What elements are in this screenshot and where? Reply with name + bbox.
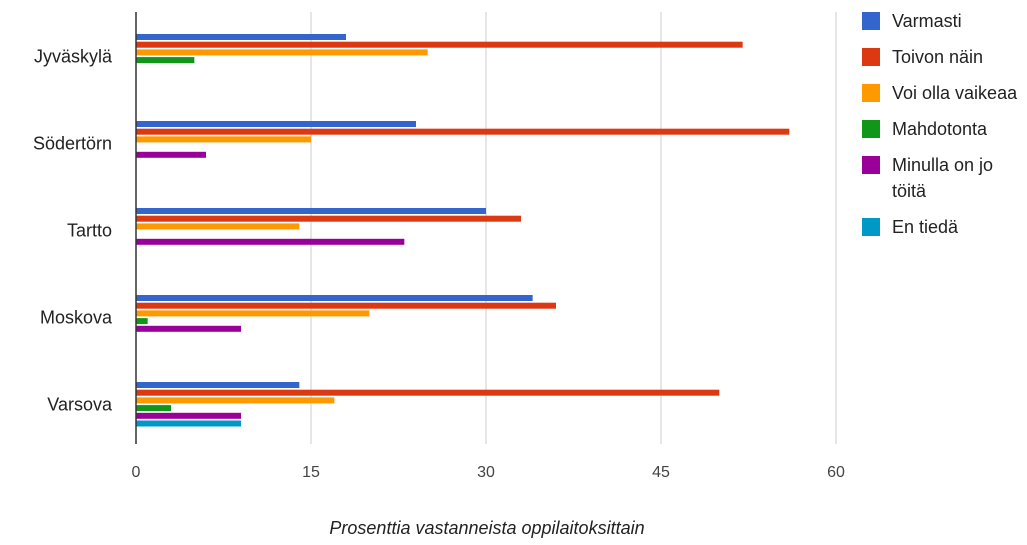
legend-swatch [862, 156, 880, 174]
legend-item: En tiedä [860, 214, 1025, 240]
bars [136, 34, 790, 427]
y-tick-label: Södertörn [33, 133, 112, 153]
y-tick-label: Tartto [67, 220, 112, 240]
bar [136, 128, 790, 135]
legend-label: Varmasti [892, 11, 962, 31]
bar [136, 420, 241, 427]
legend-label: En tiedä [892, 217, 959, 237]
legend-label: Voi olla vaikeaa [892, 83, 1018, 103]
legend-swatch [862, 120, 880, 138]
legend-label: Minulla on jo töitä [892, 155, 994, 201]
legend-swatch [862, 48, 880, 66]
y-tick-label: Varsova [47, 394, 113, 414]
bar [136, 49, 428, 56]
legend-item: Toivon näin [860, 44, 1025, 70]
gridlines [310, 12, 837, 444]
bar [136, 34, 346, 40]
y-tick-label: Moskova [40, 307, 113, 327]
legend: Varmasti Toivon näin Voi olla vaikeaa Mahdo… [860, 8, 1025, 250]
legend-item: Varmasti [860, 8, 1025, 34]
bar [136, 295, 533, 301]
x-tick-label: 45 [652, 464, 670, 481]
legend-swatch [862, 12, 880, 30]
legend-swatch [862, 218, 880, 236]
x-tick-label: 0 [132, 464, 141, 481]
bar [136, 302, 556, 309]
bar [136, 41, 743, 48]
bar [136, 412, 241, 419]
bar [136, 325, 241, 332]
bar [136, 238, 405, 245]
bar [136, 397, 335, 404]
legend-item: Voi olla vaikeaa [860, 80, 1025, 106]
legend-swatch [862, 84, 880, 102]
bar [136, 318, 148, 325]
x-axis-title: Prosenttia vastanneista oppilaitoksittai… [329, 518, 644, 538]
bar [136, 57, 195, 64]
x-tick-label: 60 [827, 464, 845, 481]
bar [136, 136, 311, 143]
axes: 0 15 30 45 60 Jyväskylä Södertörn Tartto Moskova… [33, 12, 845, 481]
legend-item: Mahdotonta [860, 116, 1025, 142]
legend-item: Minulla on jo töitä [860, 152, 1025, 204]
y-tick-label: Jyväskylä [34, 46, 113, 66]
bar [136, 223, 300, 230]
x-tick-label: 15 [302, 464, 320, 481]
bar [136, 310, 370, 317]
bar [136, 389, 720, 396]
bar [136, 151, 206, 158]
bar [136, 121, 416, 127]
bar [136, 382, 300, 388]
legend-label: Mahdotonta [892, 119, 988, 139]
x-tick-label: 30 [477, 464, 495, 481]
bar [136, 215, 521, 222]
bar [136, 405, 171, 412]
legend-label: Toivon näin [892, 47, 984, 67]
bar [136, 208, 486, 214]
